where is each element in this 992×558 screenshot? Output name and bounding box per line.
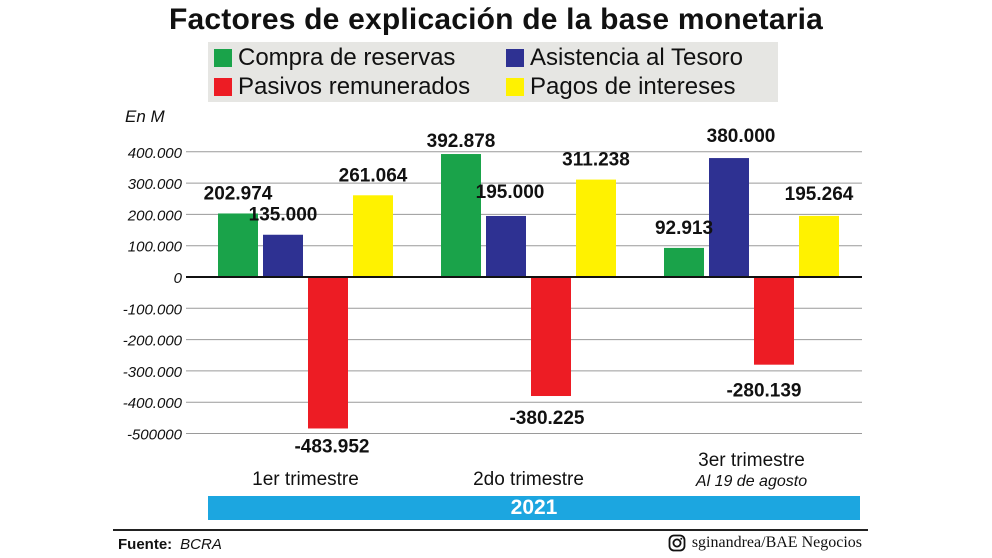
x-category-subtitle: Al 19 de agosto — [695, 473, 807, 490]
bar-pasivos-remunerados — [308, 277, 348, 429]
legend-item-asistencia-al-tesoro: Asistencia al Tesoro — [506, 44, 743, 72]
source-label: Fuente: — [118, 536, 173, 553]
legend-label: Asistencia al Tesoro — [530, 44, 743, 71]
legend-item-pagos-de-intereses: Pagos de intereses — [506, 73, 735, 101]
bar-asistencia-al-tesoro — [709, 158, 749, 277]
source-note: Fuente: BCRA — [118, 536, 222, 553]
data-label: 380.000 — [707, 126, 776, 147]
data-label: -280.139 — [726, 381, 801, 402]
credit-text: sginandrea/BAE Negocios — [691, 534, 862, 551]
legend-item-pasivos-remunerados: Pasivos remunerados — [214, 73, 470, 101]
data-label: 311.238 — [562, 150, 630, 171]
data-label: 135.000 — [249, 205, 318, 226]
bar-compra-de-reservas — [441, 154, 481, 277]
legend-label: Pasivos remunerados — [238, 73, 471, 100]
y-unit-label: En M — [125, 107, 166, 126]
y-tick-label: 200.000 — [127, 207, 183, 224]
bar-pasivos-remunerados — [754, 277, 794, 365]
bar-pasivos-remunerados — [531, 277, 571, 397]
y-tick-label: 100.000 — [128, 239, 183, 256]
data-label: 392.878 — [427, 131, 496, 152]
y-tick-label: -300.000 — [123, 364, 183, 381]
y-tick-label: -500000 — [127, 427, 183, 444]
y-tick-label: 400.000 — [128, 145, 183, 162]
footer-divider — [113, 529, 868, 531]
bar-compra-de-reservas — [218, 213, 258, 277]
bar-compra-de-reservas — [664, 247, 704, 277]
legend-swatch-red — [214, 78, 232, 96]
data-label: -380.225 — [509, 408, 584, 429]
bar-pagos-de-intereses — [353, 195, 393, 277]
instagram-icon — [668, 534, 686, 552]
legend-label: Pagos de intereses — [530, 73, 736, 100]
legend-swatch-green — [214, 49, 232, 67]
data-label: 195.264 — [785, 184, 854, 205]
bar-pagos-de-intereses — [799, 215, 839, 277]
x-category-label: 2do trimestre — [473, 469, 584, 490]
data-label: -483.952 — [294, 436, 369, 457]
y-tick-label: -200.000 — [123, 333, 183, 350]
legend-item-compra-de-reservas: Compra de reservas — [214, 44, 455, 72]
bar-asistencia-al-tesoro — [486, 215, 526, 277]
chart-title: Factores de explicación de la base monet… — [168, 3, 824, 36]
legend-label: Compra de reservas — [238, 44, 456, 71]
y-tick-label: 300.000 — [128, 176, 183, 193]
y-tick-label: -100.000 — [123, 301, 183, 318]
legend-swatch-yellow — [506, 78, 524, 96]
x-category-label: 1er trimestre — [252, 469, 359, 490]
y-tick-label: -400.000 — [123, 395, 183, 412]
legend: Compra de reservas Asistencia al Tesoro … — [208, 42, 778, 102]
data-label: 92.913 — [655, 218, 713, 239]
bar-asistencia-al-tesoro — [263, 234, 303, 277]
x-category-label: 3er trimestre — [698, 450, 805, 471]
data-label: 202.974 — [204, 183, 273, 204]
data-label: 195.000 — [476, 182, 545, 203]
data-label: 261.064 — [339, 165, 408, 186]
bar-pagos-de-intereses — [576, 179, 616, 277]
credit: sginandrea/BAE Negocios — [668, 534, 862, 552]
year-band: 2021 — [208, 496, 860, 520]
source-value: BCRA — [180, 536, 222, 553]
legend-swatch-blue — [506, 49, 524, 67]
y-tick-label: 0 — [174, 270, 183, 287]
